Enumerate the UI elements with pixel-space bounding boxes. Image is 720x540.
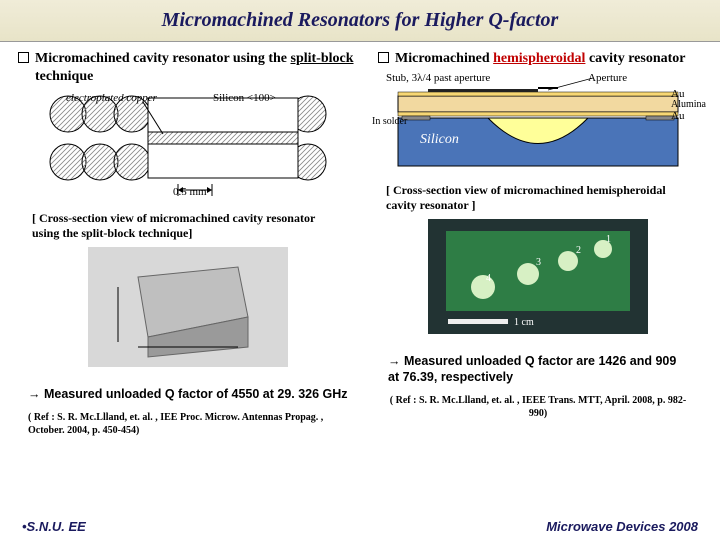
right-column: Micromachined hemispheroidal cavity reso… [378, 50, 698, 420]
caption-hemispheroidal: [ Cross-section view of micromachined he… [378, 183, 698, 213]
left-column: Micromachined cavity resonator using the… [18, 50, 358, 437]
figure-splitblock: electroplated copper Silicon <100> 0.5 m… [18, 92, 358, 207]
arrow-icon: → [388, 354, 401, 368]
right-bullet-suffix: cavity resonator [585, 51, 685, 66]
caption-splitblock: [ Cross-section view of micromachined ca… [18, 211, 358, 241]
photo-pcb-svg [428, 219, 648, 334]
ref-right: ( Ref : S. R. Mc.Llland, et. al. , IEEE … [378, 394, 698, 420]
result-left-text: Measured unloaded Q factor of 4550 at 29… [44, 387, 348, 401]
figure-hemispheroidal: Stub, 3λ/4 past aperture Aperture Au Alu… [378, 74, 698, 179]
photo-hemispheroidal: 1 2 3 4 1 cm [378, 219, 698, 339]
right-bullet: Micromachined hemispheroidal cavity reso… [378, 50, 698, 68]
right-bullet-red: hemispheroidal [493, 51, 585, 66]
arrow-icon: → [28, 387, 41, 401]
label-alumina: Alumina [671, 99, 706, 110]
left-bullet-text: Micromachined cavity resonator using the… [35, 50, 358, 86]
square-bullet-icon [18, 52, 29, 63]
result-left: → Measured unloaded Q factor of 4550 at … [18, 386, 358, 402]
square-bullet-icon [378, 52, 389, 63]
label-silicon100: Silicon <100> [213, 92, 276, 104]
marker-2: 2 [576, 245, 581, 256]
left-bullet-suffix: technique [35, 69, 93, 84]
right-bullet-prefix: Micromachined [395, 51, 493, 66]
left-bullet: Micromachined cavity resonator using the… [18, 50, 358, 86]
label-copper: electroplated copper [66, 92, 157, 104]
left-bullet-prefix: Micromachined cavity resonator using the [35, 51, 291, 66]
hemispheroidal-svg [388, 74, 688, 174]
footer: •S.N.U. EE Microwave Devices 2008 [0, 519, 720, 534]
label-silicon: Silicon [420, 132, 459, 148]
photo-splitblock-svg [88, 247, 288, 367]
label-aperture: Aperture [588, 72, 627, 84]
label-stub: Stub, 3λ/4 past aperture [386, 72, 490, 84]
photo-pcb: 1 2 3 4 1 cm [428, 219, 648, 339]
marker-4: 4 [486, 273, 491, 284]
result-right: → Measured unloaded Q factor are 1426 an… [378, 353, 698, 386]
scale-1cm: 1 cm [514, 317, 534, 328]
ref-left: ( Ref : S. R. Mc.Llland, et. al. , IEE P… [18, 411, 358, 437]
label-dim: 0.5 mm [173, 186, 207, 198]
label-insolder: In solder [372, 116, 407, 127]
right-bullet-text: Micromachined hemispheroidal cavity reso… [395, 50, 686, 68]
slide-title: Micromachined Resonators for Higher Q-fa… [0, 0, 720, 42]
content-area: Micromachined cavity resonator using the… [0, 42, 720, 512]
left-bullet-underlined: split-block [291, 51, 354, 66]
marker-3: 3 [536, 257, 541, 268]
result-right-text: Measured unloaded Q factor are 1426 and … [388, 354, 676, 384]
marker-1: 1 [606, 234, 611, 245]
photo-splitblock [18, 247, 358, 372]
footer-left: •S.N.U. EE [22, 519, 86, 534]
footer-right: Microwave Devices 2008 [546, 519, 698, 534]
label-au2: Au [671, 110, 684, 122]
